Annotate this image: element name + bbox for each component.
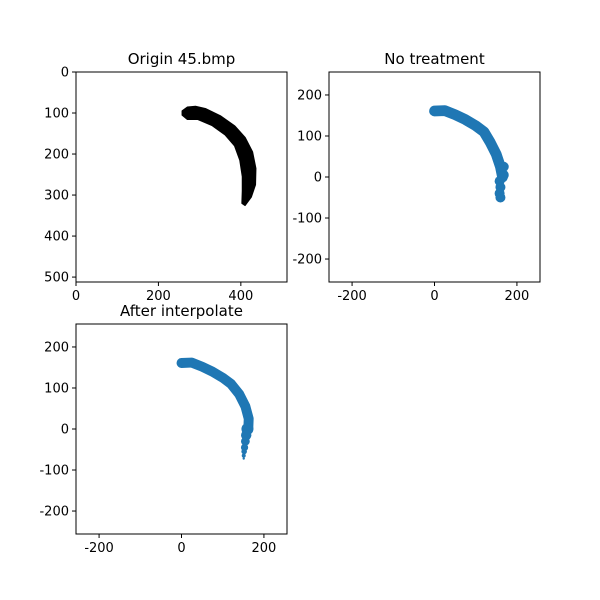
plot-area [176, 357, 254, 460]
subplot-title: No treatment [384, 50, 485, 68]
scatter-band [176, 357, 254, 434]
y-tick-label: 100 [44, 381, 69, 396]
x-tick-label: 400 [228, 289, 253, 304]
scatter-point [498, 161, 509, 172]
scatter-point [240, 436, 250, 446]
subplot-origin-image: Origin 45.bmp 0 200 400 0 100 200 300 400 500 [44, 50, 288, 305]
y-tick-label: 400 [44, 230, 69, 245]
y-tick-label: 300 [44, 189, 69, 204]
x-tick-label: 200 [252, 541, 277, 556]
image-shape [181, 105, 257, 207]
scatter-band [429, 105, 508, 183]
y-tick-label: 100 [44, 107, 69, 122]
axes-frame [328, 71, 541, 283]
y-tick-label: 500 [44, 271, 69, 286]
y-tick-label: 0 [61, 66, 69, 81]
x-tick-label: 0 [430, 289, 438, 304]
y-tick-label: 200 [44, 148, 69, 163]
scatter-point [241, 453, 246, 458]
axis-ticks: -200 0 200 -200 -100 0 100 200 [39, 340, 276, 556]
x-tick-label: -200 [84, 541, 114, 556]
subplot-title: Origin 45.bmp [128, 50, 236, 68]
y-tick-label: 200 [44, 340, 69, 355]
subplot-no-treatment: No treatment -200 0 200 -200 -100 0 100 200 [292, 50, 541, 304]
y-tick-label: 0 [314, 171, 322, 186]
x-tick-label: 0 [177, 541, 185, 556]
subplot-title: After interpolate [120, 302, 243, 320]
plot-area [181, 105, 257, 207]
x-tick-label: -200 [337, 289, 367, 304]
subplot-after-interpolate: After interpolate -200 0 200 -200 -100 0 100 20… [39, 302, 288, 556]
y-tick-label: 0 [61, 423, 69, 438]
y-tick-label: 100 [297, 129, 322, 144]
x-tick-label: 0 [72, 289, 80, 304]
y-tick-label: -200 [39, 505, 69, 520]
y-tick-label: 200 [297, 88, 322, 103]
axes-frame [75, 323, 288, 535]
scatter-point [241, 448, 247, 455]
axis-ticks: 0 200 400 0 100 200 300 400 500 [44, 66, 253, 305]
scatter-point [242, 457, 245, 460]
axis-ticks: -200 0 200 -200 -100 0 100 200 [292, 88, 529, 304]
scatter-point [498, 169, 509, 180]
scatter-point [495, 192, 506, 203]
y-tick-label: -100 [292, 212, 322, 227]
x-tick-label: 200 [146, 289, 171, 304]
axes-frame [75, 71, 288, 283]
y-tick-label: -200 [292, 253, 322, 268]
plot-area [429, 105, 509, 203]
y-tick-label: -100 [39, 464, 69, 479]
x-tick-label: 200 [505, 289, 530, 304]
